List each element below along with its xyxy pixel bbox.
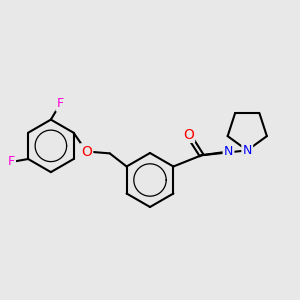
Text: O: O (81, 145, 92, 158)
Text: F: F (8, 155, 15, 169)
Text: N: N (243, 144, 252, 157)
Text: F: F (57, 98, 64, 110)
Text: N: N (224, 145, 233, 158)
Text: O: O (183, 128, 194, 142)
